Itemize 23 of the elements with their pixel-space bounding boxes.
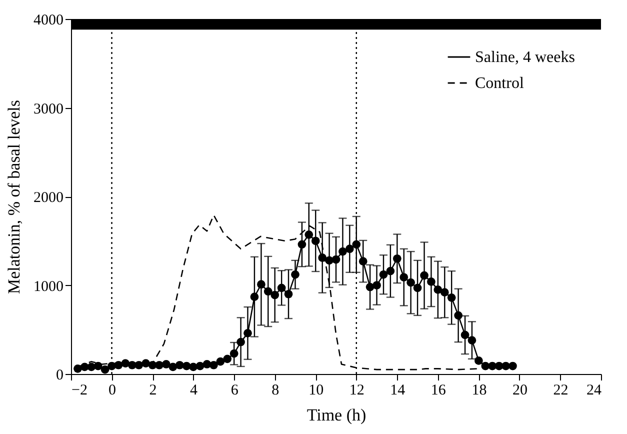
- x-tick-label: 2: [149, 382, 157, 398]
- x-tick-label: 10: [308, 382, 324, 398]
- x-tick-label: 8: [272, 382, 280, 398]
- y-tick-label: 4000: [34, 12, 64, 28]
- y-axis-title: Melatonin, % of basal levels: [4, 100, 24, 294]
- x-tick-label: 24: [586, 382, 602, 398]
- x-tick-label: 18: [472, 382, 487, 398]
- legend-label: Control: [475, 75, 524, 92]
- x-tick-label: −2: [72, 382, 88, 398]
- y-tick-label: 3000: [34, 101, 64, 118]
- x-tick-label: 14: [390, 382, 406, 398]
- x-tick-label: 0: [108, 382, 116, 398]
- x-tick-label: 16: [430, 382, 446, 398]
- x-tick-label: 6: [230, 382, 239, 398]
- y-tick-label: 2000: [34, 190, 64, 206]
- x-tick-label: 12: [349, 382, 364, 398]
- x-tick-label: 4: [190, 382, 198, 398]
- legend-label: Saline, 4 weeks: [475, 49, 575, 66]
- y-tick-label: 1000: [34, 278, 64, 295]
- x-axis-title: Time (h): [306, 406, 366, 424]
- x-tick-label: 22: [553, 382, 568, 398]
- y-tick-label: 0: [56, 368, 64, 384]
- x-tick-label: 20: [512, 382, 528, 398]
